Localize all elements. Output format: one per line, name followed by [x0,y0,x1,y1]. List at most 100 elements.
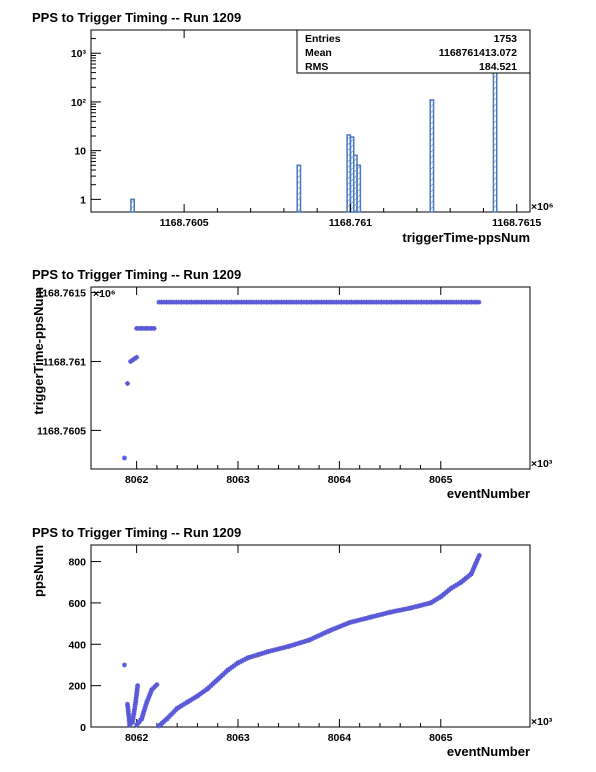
stat-value: 184.521 [479,61,517,73]
stats-box-frame [296,29,531,74]
data-point [308,636,314,642]
data-point [315,633,321,639]
data-point [313,299,319,305]
histogram-ticks: 1168.7605 1168.761 1168.7615 1 10 10² 10³ [71,30,541,229]
y-tick-label: 1168.7615 [37,288,86,300]
scatter-pps-frame [90,544,531,728]
scatter-pps-y-axis-title: ppsNum [31,545,46,597]
scatter-pps-points [121,552,482,729]
data-point [401,299,407,305]
x-tick-label: 8062 [125,474,149,486]
data-point [154,682,160,688]
data-point [344,620,350,626]
histogram-title: PPS to Trigger Timing -- Run 1209 [32,10,241,25]
data-point [139,713,145,719]
data-point [266,299,272,305]
data-point [163,299,169,305]
data-point [188,299,194,305]
data-point [233,299,239,305]
data-point [263,649,269,655]
data-point [228,299,234,305]
data-point [245,655,251,661]
data-point [318,299,324,305]
data-point [473,561,479,567]
scatter-trigger-points [121,299,482,461]
data-point [298,299,304,305]
data-point [346,299,352,305]
data-point [144,699,150,705]
histogram-bar [130,198,135,213]
scatter-trigger-panel: PPS to Trigger Timing -- Run 1209 8062 80… [31,267,553,501]
data-point [139,716,145,722]
y-tick-label: 10² [71,97,87,109]
data-point [461,299,467,305]
scatter-trigger-x-multiplier: ×10³ [531,458,553,470]
data-point [148,689,154,695]
data-point [178,299,184,305]
data-point [246,299,252,305]
data-point [243,299,249,305]
data-point [142,706,148,712]
data-point [257,651,263,657]
data-point [343,299,349,305]
histogram-bar [296,164,302,213]
data-point [326,299,332,305]
data-point [311,299,317,305]
data-point [251,299,257,305]
scatter-pps-title: PPS to Trigger Timing -- Run 1209 [32,525,241,540]
data-point [342,621,348,627]
data-point [331,626,337,632]
data-point [378,299,384,305]
data-point [147,691,153,697]
scatter-trigger-frame [90,286,531,470]
data-point [301,299,307,305]
data-point [208,299,214,305]
data-point [468,299,474,305]
data-point [358,299,364,305]
y-tick-label: 1168.761 [43,356,86,368]
data-point [458,299,464,305]
x-tick-label: 8062 [125,732,149,744]
data-point [423,299,429,305]
data-point [291,299,297,305]
data-point [453,299,459,305]
data-point [253,652,259,658]
y-tick-label: 400 [68,639,86,651]
data-point [448,299,454,305]
scatter-trigger-ticks: 8062 8063 8064 8065 1168.7605 1168.761 1168.76… [37,287,453,486]
data-point [324,629,330,635]
data-point [383,299,389,305]
data-point [261,650,267,656]
histogram-bars [130,42,498,213]
data-point [273,299,279,305]
data-point [475,554,481,560]
data-point [286,299,292,305]
data-point [436,299,442,305]
data-point [361,299,367,305]
data-point [476,299,482,305]
data-point [373,299,379,305]
y-tick-label: 1 [80,194,86,206]
data-point [416,299,422,305]
data-point [256,299,262,305]
data-point [308,299,314,305]
data-point [469,569,475,575]
data-point [421,299,427,305]
data-point [376,299,382,305]
stat-value: 1753 [494,33,518,45]
data-point [353,299,359,305]
data-point [356,299,362,305]
data-point [396,299,402,305]
data-point [333,299,339,305]
data-point [181,299,187,305]
data-point [271,299,277,305]
data-point [290,642,296,648]
data-point [338,623,344,629]
data-point [255,652,261,658]
data-point [408,299,414,305]
data-point [451,299,457,305]
data-point [231,299,237,305]
data-point [299,639,305,645]
scatter-trigger-x-axis-title: eventNumber [447,486,530,501]
